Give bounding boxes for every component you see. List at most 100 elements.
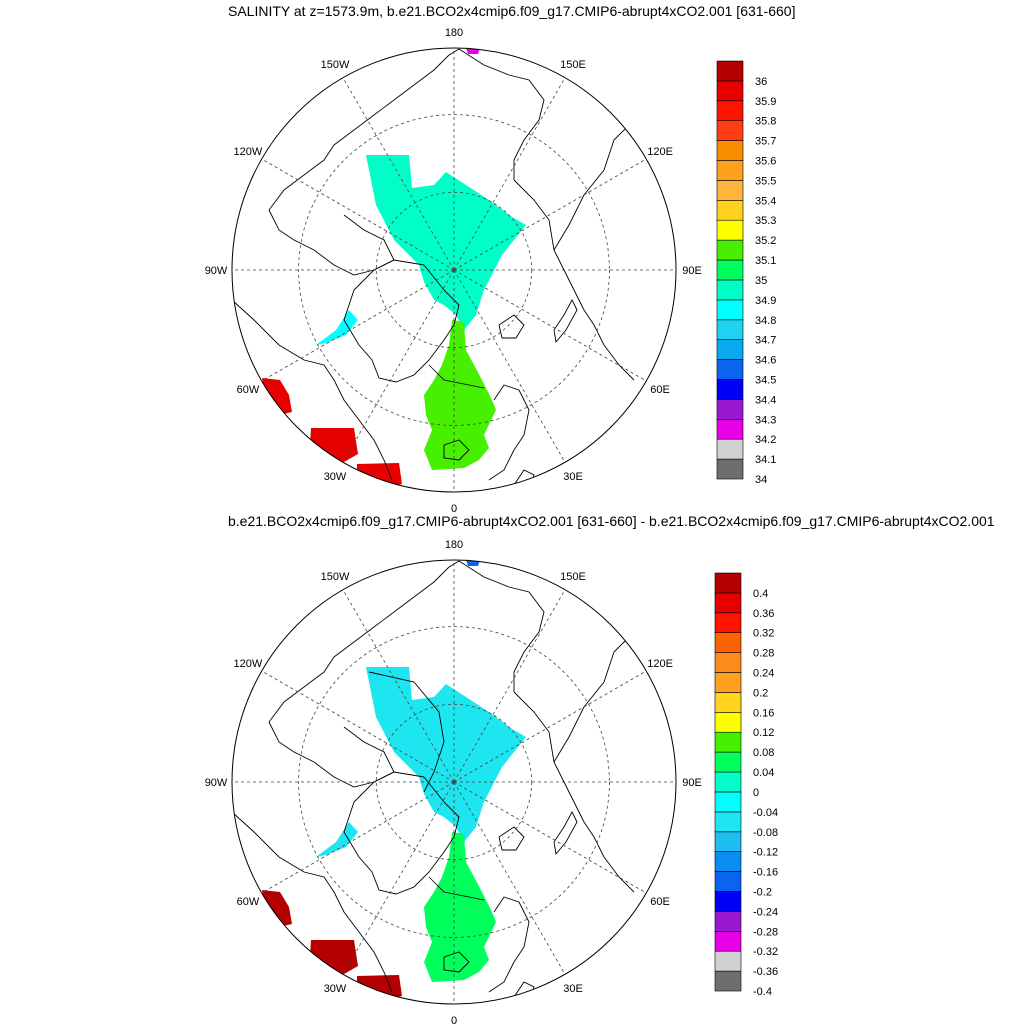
colorbar-swatch xyxy=(716,140,744,161)
latitude-circle xyxy=(298,114,610,426)
longitude-label: 120W xyxy=(234,146,263,158)
coastline xyxy=(498,826,525,851)
colorbar-swatch xyxy=(714,612,742,633)
colorbar-swatch xyxy=(714,930,742,952)
longitude-label: 180 xyxy=(445,27,463,39)
colorbar-swatch xyxy=(714,771,742,793)
meridian-line xyxy=(453,781,647,894)
colorbar-swatch xyxy=(714,911,742,932)
coastline xyxy=(513,981,535,1001)
latitude-circle xyxy=(298,626,610,938)
colorbar-swatch xyxy=(716,239,744,261)
colorbar-label: 34.1 xyxy=(755,454,776,466)
colorbar-swatch xyxy=(714,970,742,992)
map-content xyxy=(232,560,676,1004)
colorbar-label: 35.6 xyxy=(755,156,776,168)
colorbar-swatch xyxy=(716,458,744,480)
meridian-line xyxy=(261,269,455,382)
longitude-label: 0 xyxy=(451,503,457,515)
meridian-line xyxy=(342,589,455,783)
colorbar-label: 0.32 xyxy=(753,628,774,640)
coastline xyxy=(343,771,460,895)
colorbar-label: -0.16 xyxy=(753,867,778,879)
colorbar-label: 0.12 xyxy=(753,727,774,739)
longitude-label: 150W xyxy=(321,571,350,583)
longitude-label: 90W xyxy=(205,265,228,277)
colorbar-swatch xyxy=(714,871,742,892)
colorbar-label: -0.08 xyxy=(753,827,778,839)
colorbar-label: 34.6 xyxy=(755,355,776,367)
colorbar-label: 0.16 xyxy=(753,707,774,719)
colorbar-swatch xyxy=(714,950,742,972)
longitude-label: 0 xyxy=(451,1015,457,1024)
coastline xyxy=(553,299,578,344)
coastline xyxy=(488,896,530,993)
colorbar-swatch xyxy=(716,180,744,201)
colorbar-swatch xyxy=(714,652,742,673)
coastline xyxy=(393,560,460,613)
colorbar-swatch xyxy=(716,120,744,141)
longitude-label: 30W xyxy=(324,983,347,995)
meridian-line xyxy=(453,158,647,271)
longitude-label: 60W xyxy=(237,384,260,396)
colorbar: 34 34.1 34.2 34.3 34.4 34.5 34.6 34.7 34.8 34.9 35… xyxy=(716,60,776,486)
colorbar-swatch xyxy=(716,259,744,281)
coastline xyxy=(232,299,393,481)
field-baffin xyxy=(316,310,358,345)
meridian-line xyxy=(453,670,647,783)
coastline xyxy=(553,109,645,251)
contour-line xyxy=(368,671,445,793)
colorbar-label: 0.08 xyxy=(753,747,774,759)
colorbar-swatch xyxy=(716,379,744,400)
field-baffin xyxy=(316,822,358,857)
colorbar-label: -0.24 xyxy=(753,906,778,918)
colorbar-label: 34 xyxy=(755,474,767,486)
map-panel-1: 180 150E 120E 90E 60E 30E 0 30W 60W 90W 120W 150W 34… xyxy=(205,27,777,515)
meridian-line xyxy=(261,158,455,271)
colorbar-label: 0.36 xyxy=(753,608,774,620)
colorbar-label: 35.7 xyxy=(755,136,776,148)
longitude-label: 30E xyxy=(563,471,583,483)
colorbar-swatch xyxy=(714,751,742,773)
latitude-circle xyxy=(375,191,533,349)
panel1-title: SALINITY at z=1573.9m, b.e21.BCO2x4cmip6… xyxy=(228,3,796,19)
contour-line xyxy=(428,364,485,389)
contour-line xyxy=(428,876,485,901)
colorbar-swatch xyxy=(716,438,744,460)
longitude-label: 150E xyxy=(560,571,586,583)
field-arctic xyxy=(366,155,526,330)
longitude-label: 150W xyxy=(321,59,350,71)
meridian-line xyxy=(453,269,647,382)
colorbar-label: 35.1 xyxy=(755,255,776,267)
longitude-label: 60E xyxy=(650,384,670,396)
colorbar-swatch xyxy=(714,632,742,653)
meridian-line xyxy=(453,77,566,271)
coastline xyxy=(553,621,645,763)
meridian-line xyxy=(342,77,455,271)
field-labrador xyxy=(262,890,292,927)
colorbar-label: 34.5 xyxy=(755,375,776,387)
colorbar-label: 35.2 xyxy=(755,235,776,247)
coastline xyxy=(513,691,635,893)
field-labrador xyxy=(262,378,292,415)
coastline xyxy=(443,439,470,461)
longitude-label: 90E xyxy=(682,777,702,789)
colorbar-label: 35.9 xyxy=(755,96,776,108)
coastline xyxy=(268,99,395,276)
field-iceland-patch xyxy=(357,975,402,998)
colorbar-swatch xyxy=(716,279,744,301)
longitude-label: 90E xyxy=(682,265,702,277)
colorbar-swatch xyxy=(716,100,744,122)
colorbar-swatch xyxy=(714,592,742,614)
colorbar-label: 0.2 xyxy=(753,687,768,699)
panel2-title: b.e21.BCO2x4cmip6.f09_g17.CMIP6-abrupt4x… xyxy=(228,513,995,529)
colorbar-swatch xyxy=(714,831,742,852)
colorbar-label: 35 xyxy=(755,275,767,287)
colorbar-swatch xyxy=(714,851,742,872)
meridian-line xyxy=(342,269,455,463)
field-atlantic xyxy=(424,832,496,982)
meridian-line xyxy=(453,781,566,975)
latitude-circle xyxy=(375,703,533,861)
colorbar-swatch xyxy=(716,219,744,241)
